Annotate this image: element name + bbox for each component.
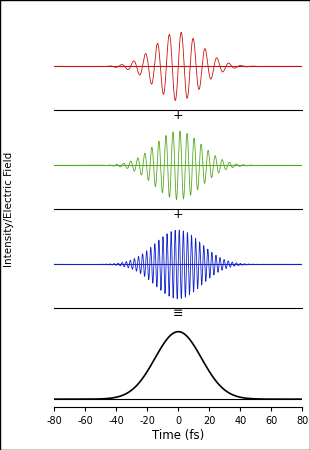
Text: Intensity/Electric Field: Intensity/Electric Field [4, 152, 14, 267]
Text: +: + [173, 109, 184, 122]
Text: ≡: ≡ [173, 307, 184, 320]
Text: +: + [173, 208, 184, 221]
X-axis label: Time (fs): Time (fs) [152, 429, 204, 442]
